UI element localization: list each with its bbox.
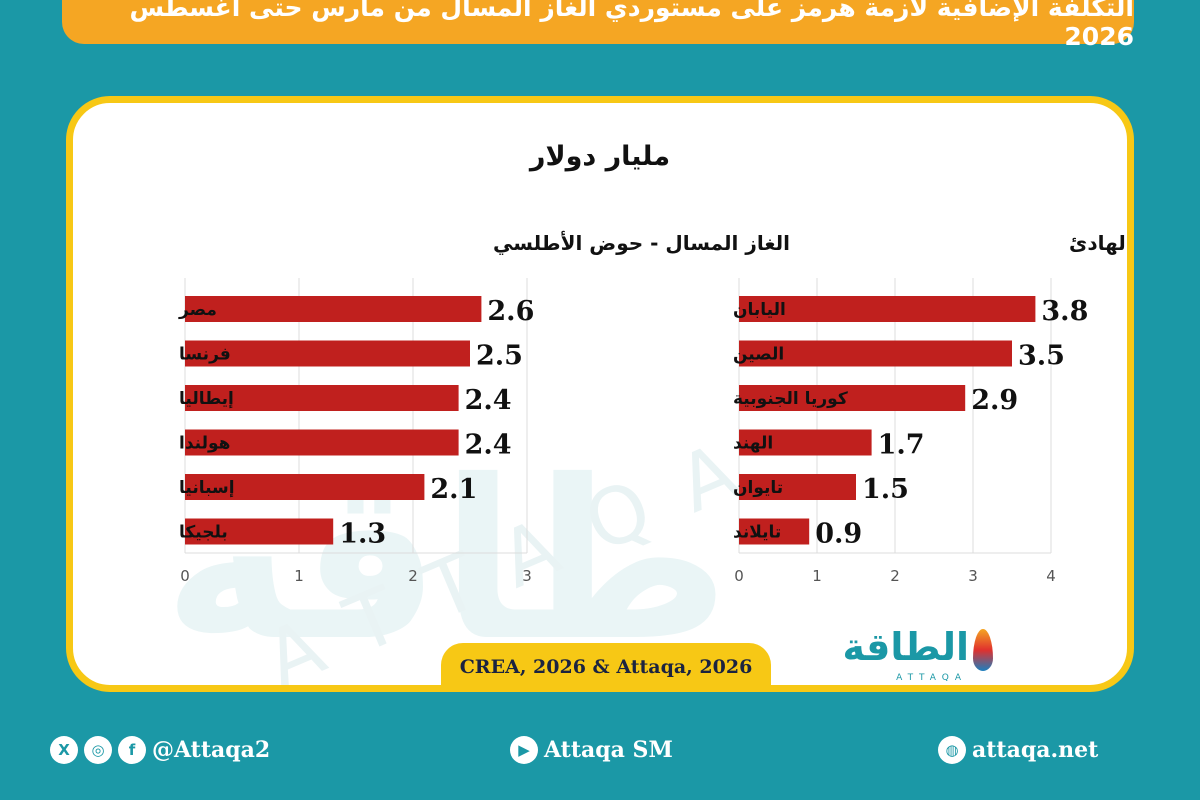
- value-label-1-1: 3.5: [1018, 341, 1065, 372]
- bar-0-5: [185, 518, 334, 545]
- value-label-1-3: 1.7: [878, 430, 925, 461]
- instagram-icon[interactable]: ◎: [84, 736, 112, 764]
- bar-0-4: [185, 474, 425, 500]
- youtube-link[interactable]: ▶ Attaqa SM: [510, 736, 673, 764]
- panel-title-0: الغاز المسال - حوض الأطلسي: [493, 230, 790, 256]
- youtube-handle: Attaqa SM: [544, 737, 673, 763]
- unit-label: مليار دولار: [529, 141, 671, 172]
- category-label-1-4: تايوان: [733, 478, 783, 498]
- tick-label-0-3: 3: [522, 567, 532, 585]
- bar-1-4: [739, 474, 856, 500]
- bar-1-0: [739, 296, 1036, 322]
- tick-label-1-0: 0: [734, 567, 744, 585]
- bar-1-2: [739, 385, 966, 411]
- tick-label-1-4: 4: [1046, 567, 1056, 585]
- value-label-0-5: 1.3: [339, 519, 386, 550]
- category-label-0-1: فرنسا: [179, 345, 231, 365]
- category-label-0-5: بلجيكا: [179, 523, 228, 543]
- tick-label-0-1: 1: [294, 567, 304, 585]
- category-label-0-3: هولندا: [179, 434, 230, 454]
- category-label-0-0: مصر: [178, 300, 217, 320]
- category-label-0-2: إيطاليا: [179, 389, 234, 409]
- website-link[interactable]: ◍ attaqa.net: [938, 736, 1098, 764]
- category-label-1-2: كوريا الجنوبية: [733, 389, 848, 409]
- category-label-1-3: الهند: [733, 434, 773, 454]
- bar-0-2: [185, 385, 459, 411]
- tick-label-1-3: 3: [968, 567, 978, 585]
- value-label-1-4: 1.5: [862, 474, 909, 505]
- bar-1-3: [739, 429, 872, 456]
- category-label-0-4: إسبانيا: [179, 478, 235, 498]
- value-label-1-5: 0.9: [815, 519, 862, 550]
- bar-1-1: [739, 340, 1012, 367]
- panel-title-1: الغاز المسال - المحيط الهادئ: [1069, 231, 1127, 255]
- social-links: X ◎ f @Attaqa2: [50, 736, 270, 764]
- category-label-1-5: تايلاند: [733, 523, 781, 543]
- globe-icon: ◍: [938, 736, 966, 764]
- bar-1-5: [739, 518, 810, 545]
- x-icon[interactable]: X: [50, 736, 78, 764]
- tick-label-0-0: 0: [180, 567, 190, 585]
- tick-label-1-1: 1: [812, 567, 822, 585]
- social-handle[interactable]: @Attaqa2: [152, 737, 271, 763]
- page-title: التكلفة الإضافية لأزمة هرمز على مستوردي …: [62, 0, 1134, 51]
- value-label-1-0: 3.8: [1041, 296, 1088, 327]
- value-label-0-2: 2.4: [465, 385, 512, 416]
- tick-label-1-2: 2: [890, 567, 900, 585]
- category-label-1-1: الصين: [733, 345, 784, 365]
- value-label-0-0: 2.6: [487, 296, 534, 327]
- facebook-icon[interactable]: f: [118, 736, 146, 764]
- youtube-icon: ▶: [510, 736, 538, 764]
- value-label-0-3: 2.4: [465, 430, 512, 461]
- website-url: attaqa.net: [972, 737, 1099, 763]
- chart-card: ﻃﺎﻗﺔ ATTAQA مليار دولار الغاز المسال - ح…: [66, 96, 1134, 692]
- flame-icon: [973, 629, 993, 671]
- bar-0-1: [185, 340, 470, 367]
- bar-0-0: [185, 296, 482, 322]
- bar-0-3: [185, 429, 459, 456]
- logo-subtext: ATTAQA: [896, 673, 967, 683]
- logo-text: الطاقة: [842, 625, 969, 669]
- tick-label-0-2: 2: [408, 567, 418, 585]
- value-label-1-2: 2.9: [971, 385, 1018, 416]
- attaqa-logo: الطاقة ATTAQA: [813, 625, 993, 685]
- bar-charts: الغاز المسال - حوض الأطلسي 0 1 2 3 2.6 مصر 2.5 ف…: [178, 230, 1127, 585]
- value-label-0-4: 2.1: [430, 474, 477, 505]
- value-label-0-1: 2.5: [476, 341, 523, 372]
- category-label-1-0: اليابان: [733, 300, 786, 320]
- source-label: CREA, 2026 & Attaqa, 2026: [441, 643, 771, 685]
